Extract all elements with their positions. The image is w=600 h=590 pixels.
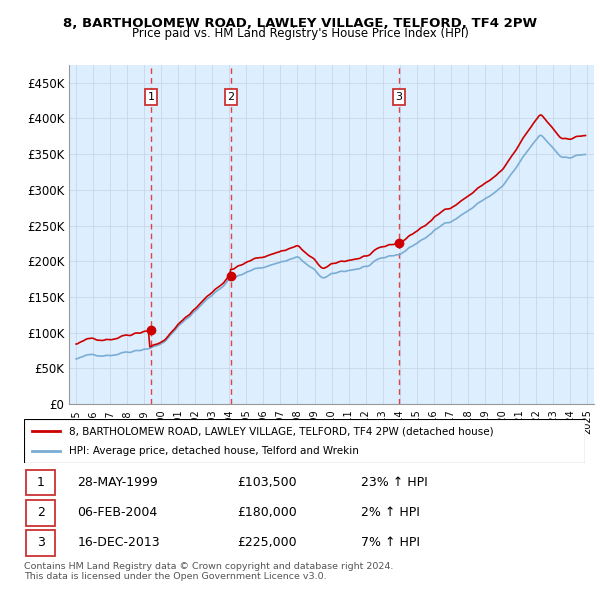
Text: 16-DEC-2013: 16-DEC-2013 <box>77 536 160 549</box>
Text: 8, BARTHOLOMEW ROAD, LAWLEY VILLAGE, TELFORD, TF4 2PW: 8, BARTHOLOMEW ROAD, LAWLEY VILLAGE, TEL… <box>63 17 537 30</box>
Text: 3: 3 <box>37 536 45 549</box>
Text: Contains HM Land Registry data © Crown copyright and database right 2024.: Contains HM Land Registry data © Crown c… <box>24 562 394 571</box>
Text: 1: 1 <box>148 92 155 102</box>
Text: 2: 2 <box>37 506 45 519</box>
Text: 2% ↑ HPI: 2% ↑ HPI <box>361 506 419 519</box>
FancyBboxPatch shape <box>26 500 55 526</box>
Text: 8, BARTHOLOMEW ROAD, LAWLEY VILLAGE, TELFORD, TF4 2PW (detached house): 8, BARTHOLOMEW ROAD, LAWLEY VILLAGE, TEL… <box>69 427 494 436</box>
FancyBboxPatch shape <box>26 530 55 556</box>
Text: 7% ↑ HPI: 7% ↑ HPI <box>361 536 419 549</box>
Text: Price paid vs. HM Land Registry's House Price Index (HPI): Price paid vs. HM Land Registry's House … <box>131 27 469 40</box>
Text: £225,000: £225,000 <box>237 536 297 549</box>
Text: 2: 2 <box>227 92 235 102</box>
Text: £103,500: £103,500 <box>237 476 297 489</box>
Text: 1: 1 <box>37 476 45 489</box>
Text: This data is licensed under the Open Government Licence v3.0.: This data is licensed under the Open Gov… <box>24 572 326 581</box>
FancyBboxPatch shape <box>26 470 55 496</box>
Text: 28-MAY-1999: 28-MAY-1999 <box>77 476 158 489</box>
Text: 3: 3 <box>395 92 403 102</box>
Text: 23% ↑ HPI: 23% ↑ HPI <box>361 476 427 489</box>
Text: £180,000: £180,000 <box>237 506 297 519</box>
Text: 06-FEB-2004: 06-FEB-2004 <box>77 506 158 519</box>
Text: HPI: Average price, detached house, Telford and Wrekin: HPI: Average price, detached house, Telf… <box>69 446 359 455</box>
FancyBboxPatch shape <box>24 419 585 463</box>
